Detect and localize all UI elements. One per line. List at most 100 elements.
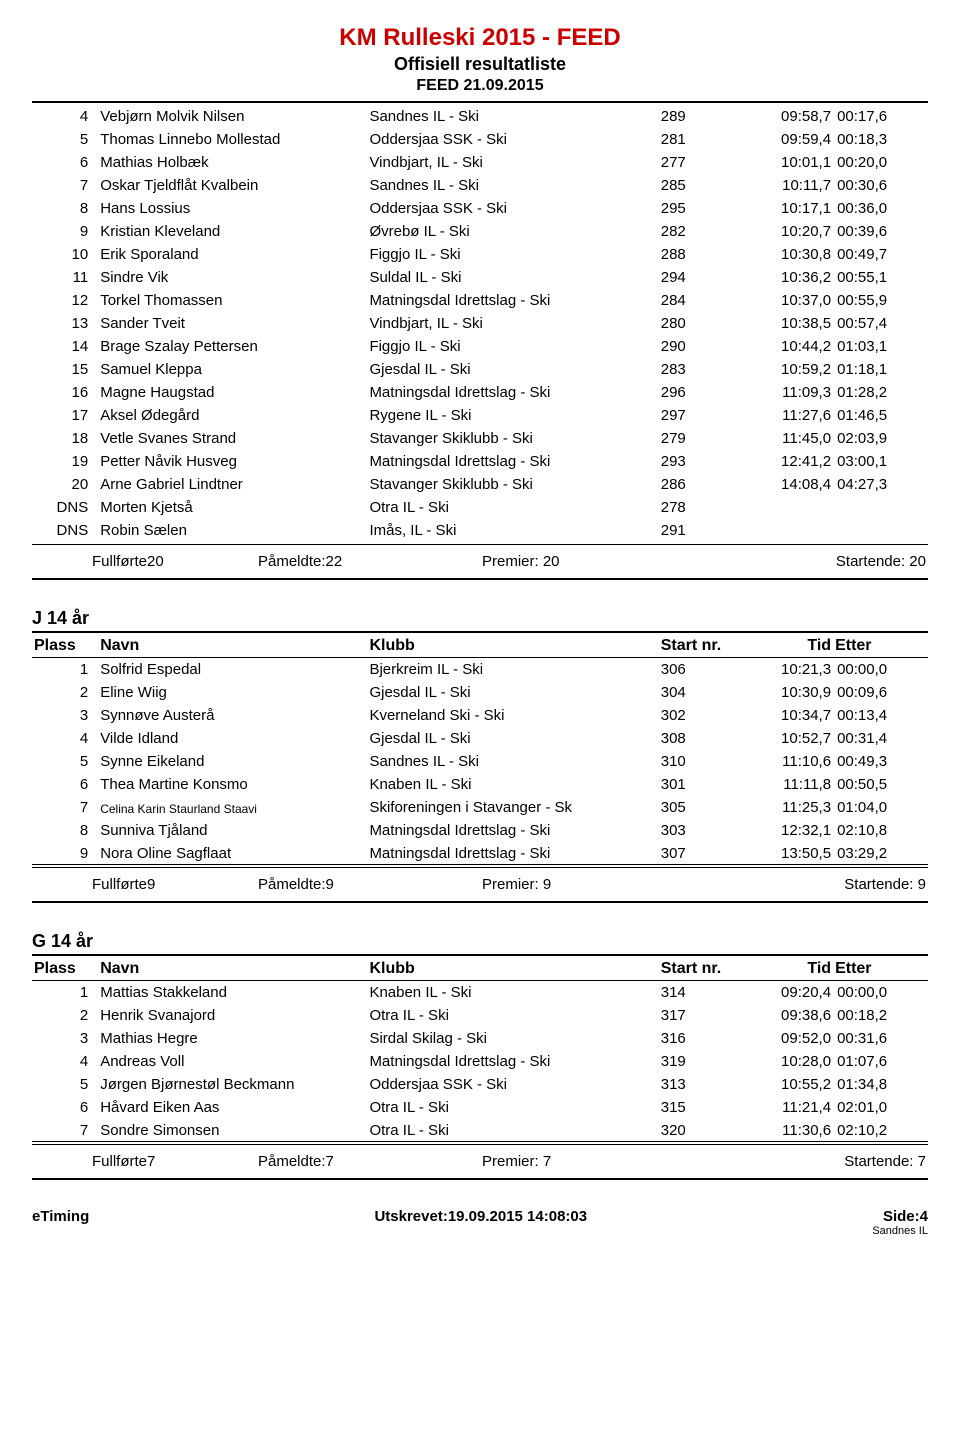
results-table-3: Plass Navn Klubb Start nr. Tid Etter 1Ma… — [32, 954, 928, 1142]
cell-plass: 19 — [32, 450, 98, 473]
cell-etter: 03:29,2 — [833, 842, 928, 865]
table-row: 4Andreas VollMatningsdal Idrettslag - Sk… — [32, 1050, 928, 1073]
cell-klubb: Oddersjaa SSK - Ski — [367, 197, 658, 220]
cell-navn: Oskar Tjeldflåt Kvalbein — [98, 174, 367, 197]
cell-etter: 04:27,3 — [833, 473, 928, 496]
table-row: 5Thomas Linnebo MollestadOddersjaa SSK -… — [32, 128, 928, 151]
cell-navn: Solfrid Espedal — [98, 658, 367, 682]
divider — [32, 578, 928, 580]
cell-navn: Sunniva Tjåland — [98, 819, 367, 842]
divider — [32, 1178, 928, 1180]
cell-startnr: 307 — [659, 842, 741, 865]
col-tid: Tid — [740, 632, 833, 658]
table-row: 10Erik SporalandFiggjo IL - Ski28810:30,… — [32, 243, 928, 266]
summary-fullforte: Fullførte7 — [32, 1147, 256, 1176]
cell-tid: 10:21,3 — [740, 658, 833, 682]
cell-etter: 02:03,9 — [833, 427, 928, 450]
cell-tid: 09:59,4 — [740, 128, 833, 151]
col-startnr: Start nr. — [659, 632, 741, 658]
cell-tid: 10:28,0 — [740, 1050, 833, 1073]
page-date: FEED 21.09.2015 — [32, 77, 928, 95]
table-row: 1Mattias StakkelandKnaben IL - Ski31409:… — [32, 981, 928, 1005]
cell-navn: Petter Nåvik Husveg — [98, 450, 367, 473]
cell-etter: 00:55,9 — [833, 289, 928, 312]
divider — [32, 1141, 928, 1142]
cell-plass: 4 — [32, 727, 98, 750]
cell-etter: 00:18,3 — [833, 128, 928, 151]
cell-klubb: Otra IL - Ski — [367, 1096, 658, 1119]
cell-klubb: Otra IL - Ski — [367, 1119, 658, 1142]
cell-etter: 01:03,1 — [833, 335, 928, 358]
summary-startende: Startende: 20 — [704, 547, 928, 576]
cell-plass: 6 — [32, 773, 98, 796]
table-row: 2Eline WiigGjesdal IL - Ski30410:30,900:… — [32, 681, 928, 704]
cell-klubb: Sandnes IL - Ski — [367, 750, 658, 773]
cell-plass: 4 — [32, 1050, 98, 1073]
cell-etter: 00:13,4 — [833, 704, 928, 727]
cell-plass: 16 — [32, 381, 98, 404]
cell-tid: 12:32,1 — [740, 819, 833, 842]
cell-plass: 1 — [32, 658, 98, 682]
cell-navn: Magne Haugstad — [98, 381, 367, 404]
table-row: 14Brage Szalay PettersenFiggjo IL - Ski2… — [32, 335, 928, 358]
cell-etter: 00:30,6 — [833, 174, 928, 197]
table-row: 6Håvard Eiken AasOtra IL - Ski31511:21,4… — [32, 1096, 928, 1119]
cell-plass: 15 — [32, 358, 98, 381]
cell-navn: Jørgen Bjørnestøl Beckmann — [98, 1073, 367, 1096]
cell-etter: 00:57,4 — [833, 312, 928, 335]
cell-startnr: 310 — [659, 750, 741, 773]
table-row: 20Arne Gabriel LindtnerStavanger Skiklub… — [32, 473, 928, 496]
cell-etter: 00:18,2 — [833, 1004, 928, 1027]
cell-startnr: 297 — [659, 404, 741, 427]
cell-navn: Synnøve Austerå — [98, 704, 367, 727]
page-footer: eTiming Utskrevet:19.09.2015 14:08:03 Si… — [32, 1208, 928, 1237]
table-row: 1Solfrid EspedalBjerkreim IL - Ski30610:… — [32, 658, 928, 682]
cell-klubb: Rygene IL - Ski — [367, 404, 658, 427]
col-navn: Navn — [98, 955, 367, 981]
cell-klubb: Vindbjart, IL - Ski — [367, 312, 658, 335]
cell-klubb: Oddersjaa SSK - Ski — [367, 128, 658, 151]
cell-plass: 18 — [32, 427, 98, 450]
cell-plass: 11 — [32, 266, 98, 289]
cell-tid: 09:52,0 — [740, 1027, 833, 1050]
cell-tid: 10:59,2 — [740, 358, 833, 381]
cell-startnr: 296 — [659, 381, 741, 404]
cell-plass: 8 — [32, 819, 98, 842]
cell-klubb: Matningsdal Idrettslag - Ski — [367, 1050, 658, 1073]
cell-etter: 00:50,5 — [833, 773, 928, 796]
cell-navn: Hans Lossius — [98, 197, 367, 220]
cell-navn: Synne Eikeland — [98, 750, 367, 773]
table-row: 3Synnøve AusteråKverneland Ski - Ski3021… — [32, 704, 928, 727]
table-row: 5Synne EikelandSandnes IL - Ski31011:10,… — [32, 750, 928, 773]
cell-klubb: Matningsdal Idrettslag - Ski — [367, 819, 658, 842]
cell-tid: 09:38,6 — [740, 1004, 833, 1027]
cell-tid: 13:50,5 — [740, 842, 833, 865]
cell-etter: 01:07,6 — [833, 1050, 928, 1073]
cell-klubb: Otra IL - Ski — [367, 1004, 658, 1027]
cell-klubb: Knaben IL - Ski — [367, 981, 658, 1005]
cell-startnr: 303 — [659, 819, 741, 842]
cell-startnr: 295 — [659, 197, 741, 220]
table-row: 3Mathias HegreSirdal Skilag - Ski31609:5… — [32, 1027, 928, 1050]
cell-tid: 11:45,0 — [740, 427, 833, 450]
cell-plass: 2 — [32, 1004, 98, 1027]
divider — [32, 544, 928, 545]
cell-tid: 10:44,2 — [740, 335, 833, 358]
cell-navn: Sander Tveit — [98, 312, 367, 335]
table-row: 12Torkel ThomassenMatningsdal Idrettslag… — [32, 289, 928, 312]
table-row: 7Celina Karin Staurland StaaviSkiforenin… — [32, 796, 928, 819]
divider — [32, 101, 928, 103]
cell-klubb: Gjesdal IL - Ski — [367, 358, 658, 381]
cell-etter: 00:49,7 — [833, 243, 928, 266]
cell-plass: 2 — [32, 681, 98, 704]
table-row: DNSMorten KjetsåOtra IL - Ski278 — [32, 496, 928, 519]
cell-etter: 00:31,4 — [833, 727, 928, 750]
cell-plass: 10 — [32, 243, 98, 266]
table-header: Plass Navn Klubb Start nr. Tid Etter — [32, 955, 928, 981]
cell-startnr: 288 — [659, 243, 741, 266]
cell-klubb: Bjerkreim IL - Ski — [367, 658, 658, 682]
cell-startnr: 313 — [659, 1073, 741, 1096]
cell-klubb: Figgjo IL - Ski — [367, 243, 658, 266]
cell-startnr: 314 — [659, 981, 741, 1005]
cell-startnr: 301 — [659, 773, 741, 796]
